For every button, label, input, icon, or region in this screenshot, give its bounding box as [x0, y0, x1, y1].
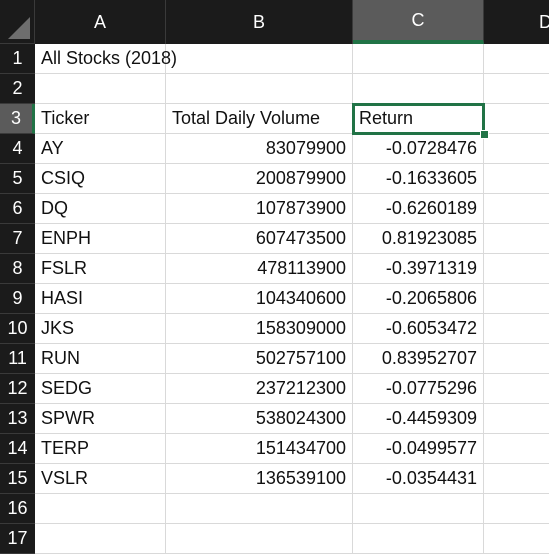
return-cell[interactable]: -0.1633605	[353, 164, 484, 194]
volume-cell[interactable]: 237212300	[166, 374, 353, 404]
cell-d10[interactable]	[484, 314, 549, 344]
row-header-2[interactable]: 2	[0, 74, 35, 104]
row-header-6[interactable]: 6	[0, 194, 35, 224]
column-header-c[interactable]: C	[353, 0, 484, 44]
volume-cell[interactable]: 538024300	[166, 404, 353, 434]
row-header-17[interactable]: 17	[0, 524, 35, 554]
cell-d6[interactable]	[484, 194, 549, 224]
row-header-10[interactable]: 10	[0, 314, 35, 344]
volume-cell[interactable]: 151434700	[166, 434, 353, 464]
select-all-corner[interactable]	[0, 0, 35, 44]
column-header-d[interactable]: D	[484, 0, 549, 44]
return-cell[interactable]: -0.0775296	[353, 374, 484, 404]
title-cell[interactable]: All Stocks (2018)	[35, 44, 177, 74]
ticker-cell[interactable]: TERP	[35, 434, 166, 464]
cell-d1[interactable]	[484, 44, 549, 74]
active-cell-outline	[352, 103, 485, 135]
cell-d3[interactable]	[484, 104, 549, 134]
cell-b2[interactable]	[166, 74, 353, 104]
return-cell[interactable]: 0.83952707	[353, 344, 484, 374]
return-cell[interactable]: -0.0728476	[353, 134, 484, 164]
cell-d17[interactable]	[484, 524, 549, 554]
cell-d11[interactable]	[484, 344, 549, 374]
cell-d13[interactable]	[484, 404, 549, 434]
cell-b17[interactable]	[166, 524, 353, 554]
row-header-16[interactable]: 16	[0, 494, 35, 524]
row-header-1[interactable]: 1	[0, 44, 35, 74]
cell-c16[interactable]	[353, 494, 484, 524]
select-all-triangle-icon	[8, 17, 30, 39]
cell-c2[interactable]	[353, 74, 484, 104]
cell-d16[interactable]	[484, 494, 549, 524]
ticker-cell[interactable]: ENPH	[35, 224, 166, 254]
volume-cell[interactable]: 200879900	[166, 164, 353, 194]
cell-d14[interactable]	[484, 434, 549, 464]
cell-c17[interactable]	[353, 524, 484, 554]
return-cell[interactable]: -0.4459309	[353, 404, 484, 434]
return-cell[interactable]: -0.6053472	[353, 314, 484, 344]
ticker-cell[interactable]: AY	[35, 134, 166, 164]
cell-d5[interactable]	[484, 164, 549, 194]
return-cell[interactable]: -0.0499577	[353, 434, 484, 464]
cell-a16[interactable]	[35, 494, 166, 524]
row-header-12[interactable]: 12	[0, 374, 35, 404]
header-cell-volume[interactable]: Total Daily Volume	[166, 104, 353, 134]
cell-d9[interactable]	[484, 284, 549, 314]
cell-d2[interactable]	[484, 74, 549, 104]
ticker-cell[interactable]: SEDG	[35, 374, 166, 404]
ticker-cell[interactable]: HASI	[35, 284, 166, 314]
row-header-4[interactable]: 4	[0, 134, 35, 164]
volume-cell[interactable]: 83079900	[166, 134, 353, 164]
cell-d7[interactable]	[484, 224, 549, 254]
cell-d12[interactable]	[484, 374, 549, 404]
volume-cell[interactable]: 104340600	[166, 284, 353, 314]
ticker-cell[interactable]: DQ	[35, 194, 166, 224]
return-cell[interactable]: -0.0354431	[353, 464, 484, 494]
cell-d8[interactable]	[484, 254, 549, 284]
ticker-cell[interactable]: SPWR	[35, 404, 166, 434]
return-cell[interactable]: 0.81923085	[353, 224, 484, 254]
return-cell[interactable]: -0.3971319	[353, 254, 484, 284]
cell-b1[interactable]	[166, 44, 353, 74]
volume-cell[interactable]: 478113900	[166, 254, 353, 284]
ticker-cell[interactable]: JKS	[35, 314, 166, 344]
column-header-a[interactable]: A	[35, 0, 166, 44]
cell-a2[interactable]	[35, 74, 166, 104]
row-header-14[interactable]: 14	[0, 434, 35, 464]
cell-b16[interactable]	[166, 494, 353, 524]
volume-cell[interactable]: 502757100	[166, 344, 353, 374]
return-cell[interactable]: -0.6260189	[353, 194, 484, 224]
volume-cell[interactable]: 136539100	[166, 464, 353, 494]
row-header-8[interactable]: 8	[0, 254, 35, 284]
volume-cell[interactable]: 158309000	[166, 314, 353, 344]
cell-c1[interactable]	[353, 44, 484, 74]
return-cell[interactable]: -0.2065806	[353, 284, 484, 314]
header-cell-ticker[interactable]: Ticker	[35, 104, 166, 134]
row-header-15[interactable]: 15	[0, 464, 35, 494]
volume-cell[interactable]: 607473500	[166, 224, 353, 254]
row-header-9[interactable]: 9	[0, 284, 35, 314]
row-header-7[interactable]: 7	[0, 224, 35, 254]
cell-a17[interactable]	[35, 524, 166, 554]
row-header-5[interactable]: 5	[0, 164, 35, 194]
row-header-3[interactable]: 3	[0, 104, 35, 134]
ticker-cell[interactable]: FSLR	[35, 254, 166, 284]
ticker-cell[interactable]: RUN	[35, 344, 166, 374]
fill-handle[interactable]	[480, 130, 489, 139]
cell-d15[interactable]	[484, 464, 549, 494]
volume-cell[interactable]: 107873900	[166, 194, 353, 224]
column-header-b[interactable]: B	[166, 0, 353, 44]
row-header-13[interactable]: 13	[0, 404, 35, 434]
ticker-cell[interactable]: CSIQ	[35, 164, 166, 194]
ticker-cell[interactable]: VSLR	[35, 464, 166, 494]
row-header-11[interactable]: 11	[0, 344, 35, 374]
cell-d4[interactable]	[484, 134, 549, 164]
